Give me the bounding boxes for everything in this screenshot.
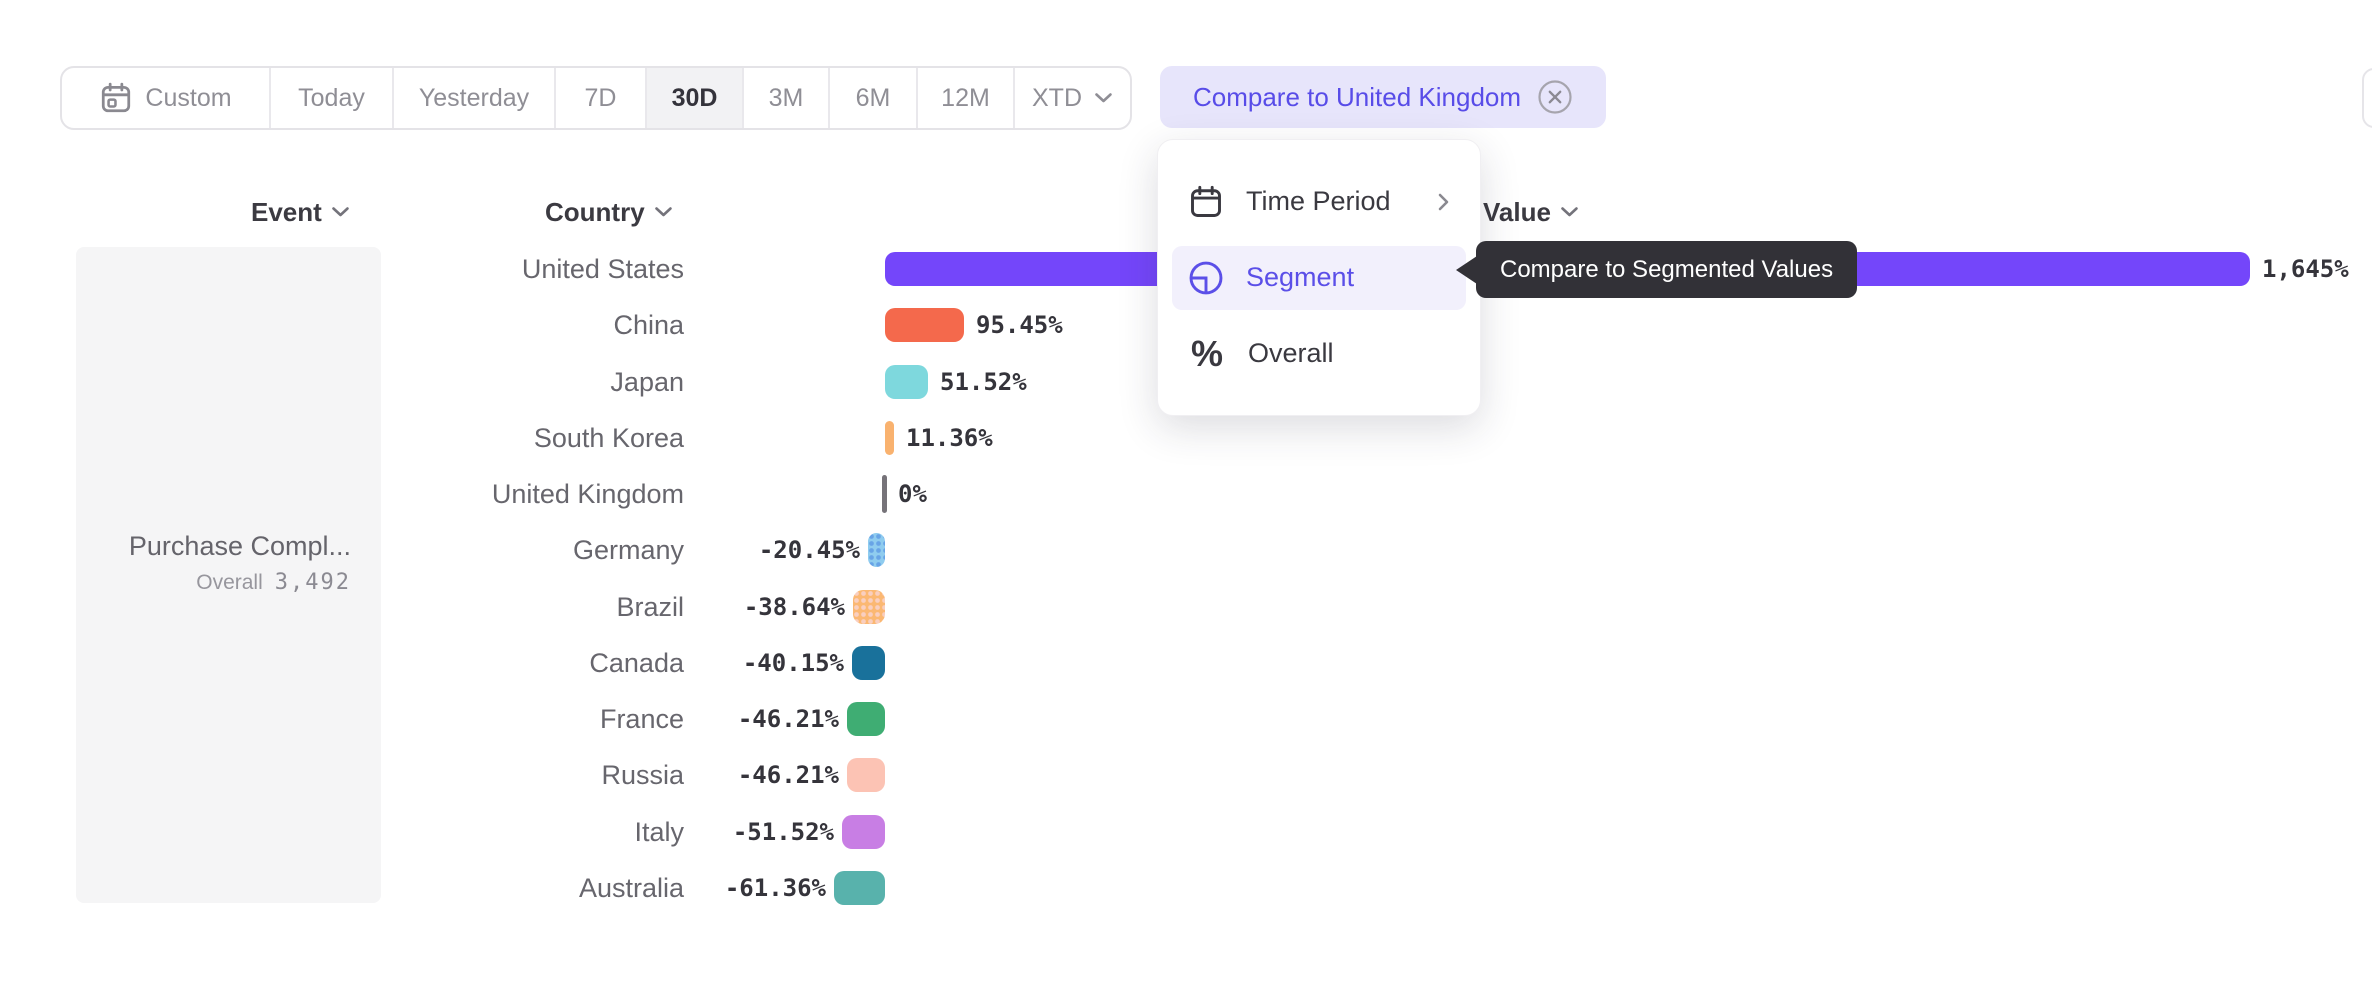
toolbar-item-label: Custom xyxy=(145,83,232,112)
calendar-icon xyxy=(102,82,131,113)
menu-item-time-period[interactable]: Time Period xyxy=(1172,170,1466,234)
segment-icon xyxy=(1189,261,1223,294)
event-name: Purchase Compl... xyxy=(128,531,351,561)
percent-icon: % xyxy=(1190,332,1223,374)
toolbar-item-label: 6M xyxy=(855,83,891,112)
bar-japan[interactable] xyxy=(885,365,928,399)
toolbar-item-12m[interactable]: 12M xyxy=(916,68,1013,128)
category-label-china: China xyxy=(613,310,684,340)
toolbar-item-today[interactable]: Today xyxy=(269,68,392,128)
event-header-label: Event xyxy=(251,196,322,227)
chevron-down-icon xyxy=(1561,207,1578,217)
bar-germany[interactable] xyxy=(868,533,885,567)
category-label-united-kingdom: United Kingdom xyxy=(491,479,684,509)
tooltip-text: Compare to Segmented Values xyxy=(1500,255,1834,283)
remove-compare-icon[interactable] xyxy=(1537,79,1573,115)
chevron-down-icon xyxy=(654,207,672,217)
value-label-japan: 51.52% xyxy=(940,368,1027,396)
tooltip: Compare to Segmented Values xyxy=(1456,241,1858,298)
bar-france[interactable] xyxy=(847,702,885,736)
category-label-japan: Japan xyxy=(610,367,684,397)
column-header-event[interactable]: Event xyxy=(251,196,350,228)
date-range-toolbar: Custom Today Yesterday 7D 30D 3M 6M 12M XTD xyxy=(60,66,1132,130)
chevron-right-icon xyxy=(1438,193,1449,210)
overall-label: Overall xyxy=(196,571,263,594)
compare-pill-label: Compare to United Kingdom xyxy=(1192,81,1522,112)
zero-baseline-marker-united-kingdom xyxy=(882,475,887,513)
category-label-australia: Australia xyxy=(578,873,684,903)
value-label-italy: -51.52% xyxy=(732,818,834,846)
bar-china[interactable] xyxy=(885,308,964,342)
value-label-brazil: -38.64% xyxy=(743,593,845,621)
category-label-canada: Canada xyxy=(589,648,684,678)
category-label-united-states: United States xyxy=(521,254,684,284)
category-label-brazil: Brazil xyxy=(616,592,684,622)
category-label-germany: Germany xyxy=(572,535,684,565)
toolbar-item-label: 3M xyxy=(768,83,804,112)
value-header-label: Value xyxy=(1483,196,1551,227)
toolbar-item-6m[interactable]: 6M xyxy=(828,68,916,128)
menu-item-label: Overall xyxy=(1248,338,1334,368)
overall-value: 3,492 xyxy=(274,570,351,595)
event-card[interactable]: Purchase Compl... Overall 3,492 xyxy=(76,247,381,903)
toolbar-item-label: 30D xyxy=(671,83,718,112)
toolbar-item-label: Today xyxy=(298,83,365,112)
bar-russia[interactable] xyxy=(847,758,885,792)
toolbar-item-label: Yesterday xyxy=(418,83,530,112)
bar-canada[interactable] xyxy=(852,646,885,680)
toolbar-item-custom[interactable]: Custom xyxy=(62,68,269,128)
column-header-value[interactable]: Value xyxy=(1483,196,1579,228)
category-label-france: France xyxy=(599,704,684,734)
value-label-germany: -20.45% xyxy=(758,536,860,564)
value-label-south-korea: 11.36% xyxy=(906,424,993,452)
clipped-button-fragment xyxy=(2362,68,2372,128)
category-label-italy: Italy xyxy=(634,817,684,847)
chevron-down-icon xyxy=(332,207,349,217)
category-label-russia: Russia xyxy=(601,760,684,790)
category-label-south-korea: South Korea xyxy=(533,423,684,453)
value-label-united-states: 1,645% xyxy=(2262,255,2349,283)
value-label-united-kingdom: 0% xyxy=(898,480,927,508)
event-overall-row: Overall 3,492 xyxy=(196,570,351,595)
compare-context-menu: Time Period Segment% Overall xyxy=(1157,139,1481,416)
toolbar-item-label: XTD xyxy=(1032,83,1082,112)
country-header-label: Country xyxy=(545,196,645,227)
menu-item-label: Time Period xyxy=(1246,186,1391,216)
tooltip-arrow-icon xyxy=(1456,255,1477,284)
value-label-australia: -61.36% xyxy=(724,874,826,902)
value-label-china: 95.45% xyxy=(976,311,1063,339)
toolbar-item-label: 12M xyxy=(941,83,990,112)
value-label-canada: -40.15% xyxy=(742,649,844,677)
menu-item-overall[interactable]: % Overall xyxy=(1172,322,1466,386)
bar-brazil[interactable] xyxy=(853,590,885,624)
compare-pill[interactable]: Compare to United Kingdom xyxy=(1160,66,1606,128)
toolbar-item-label: 7D xyxy=(584,83,617,112)
toolbar-item-3m[interactable]: 3M xyxy=(742,68,828,128)
value-label-russia: -46.21% xyxy=(737,761,839,789)
toolbar-item-30d[interactable]: 30D xyxy=(645,68,742,128)
bar-australia[interactable] xyxy=(834,871,885,905)
calendar-icon xyxy=(1191,185,1221,217)
chevron-down-icon xyxy=(1095,93,1112,103)
bar-south-korea[interactable] xyxy=(885,421,894,455)
toolbar-item-yesterday[interactable]: Yesterday xyxy=(392,68,554,128)
value-label-france: -46.21% xyxy=(737,705,839,733)
menu-item-segment[interactable]: Segment xyxy=(1172,245,1466,310)
toolbar-item-xtd[interactable]: XTD xyxy=(1013,68,1130,128)
toolbar-item-7d[interactable]: 7D xyxy=(554,68,645,128)
bar-italy[interactable] xyxy=(842,815,885,849)
menu-item-label: Segment xyxy=(1246,262,1355,292)
column-header-country[interactable]: Country xyxy=(545,196,673,228)
